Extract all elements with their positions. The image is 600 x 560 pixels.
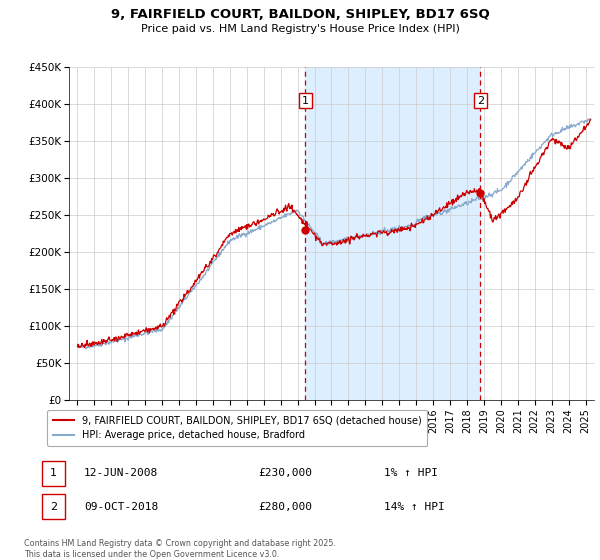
Text: 9, FAIRFIELD COURT, BAILDON, SHIPLEY, BD17 6SQ: 9, FAIRFIELD COURT, BAILDON, SHIPLEY, BD… — [110, 8, 490, 21]
Text: £230,000: £230,000 — [258, 468, 312, 478]
Text: 1: 1 — [302, 96, 309, 105]
Text: Price paid vs. HM Land Registry's House Price Index (HPI): Price paid vs. HM Land Registry's House … — [140, 24, 460, 34]
Text: 14% ↑ HPI: 14% ↑ HPI — [384, 502, 445, 512]
Legend: 9, FAIRFIELD COURT, BAILDON, SHIPLEY, BD17 6SQ (detached house), HPI: Average pr: 9, FAIRFIELD COURT, BAILDON, SHIPLEY, BD… — [47, 409, 427, 446]
Text: £280,000: £280,000 — [258, 502, 312, 512]
Text: 2: 2 — [476, 96, 484, 105]
Bar — [305, 67, 480, 400]
Text: 1: 1 — [50, 468, 57, 478]
Text: 1% ↑ HPI: 1% ↑ HPI — [384, 468, 438, 478]
Text: 09-OCT-2018: 09-OCT-2018 — [84, 502, 158, 512]
Text: Contains HM Land Registry data © Crown copyright and database right 2025.
This d: Contains HM Land Registry data © Crown c… — [24, 539, 336, 559]
Text: 2: 2 — [50, 502, 57, 512]
Text: 12-JUN-2008: 12-JUN-2008 — [84, 468, 158, 478]
